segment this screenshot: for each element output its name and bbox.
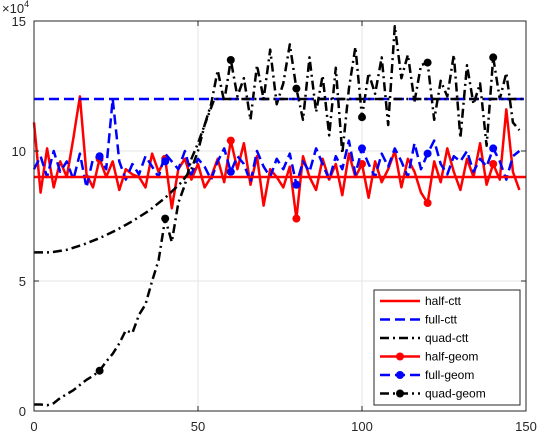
legend: half-ctt full-ctt quad-ctt half-geom full-ge… bbox=[373, 289, 521, 406]
marker-full-geom bbox=[226, 167, 235, 176]
y-tick-label: 10 bbox=[12, 144, 26, 159]
marker-quad-geom bbox=[292, 84, 301, 93]
marker-half-geom bbox=[226, 136, 235, 145]
series-line-quad-ctt bbox=[34, 97, 526, 254]
legend-label-half-ctt: half-ctt bbox=[425, 294, 462, 308]
legend-label-quad-geom: quad-geom bbox=[425, 387, 486, 401]
marker-full-geom bbox=[489, 144, 498, 153]
marker-half-geom bbox=[489, 160, 498, 168]
legend-marker-full-geom bbox=[396, 371, 404, 379]
x-tick-label: 100 bbox=[351, 419, 373, 434]
series-layer bbox=[32, 24, 526, 407]
series-line-full-geom bbox=[32, 97, 521, 189]
marker-full-geom bbox=[292, 180, 301, 189]
legend-marker-quad-geom bbox=[396, 389, 404, 398]
legend-marker-half-geom bbox=[396, 352, 404, 361]
marker-half-geom bbox=[292, 214, 301, 223]
marker-half-geom bbox=[423, 199, 432, 207]
marker-quad-geom bbox=[489, 53, 498, 62]
legend-label-full-ctt: full-ctt bbox=[425, 313, 458, 327]
marker-full-geom bbox=[95, 152, 104, 161]
x-tick-label: 150 bbox=[515, 419, 537, 434]
marker-full-geom bbox=[161, 157, 170, 166]
marker-quad-geom bbox=[423, 58, 432, 67]
legend-label-half-geom: half-geom bbox=[425, 350, 478, 364]
marker-quad-geom bbox=[161, 214, 170, 223]
y-tick-label: 0 bbox=[19, 404, 26, 419]
series-line-quad-geom bbox=[34, 24, 521, 407]
marker-quad-geom bbox=[95, 366, 104, 375]
x-tick-label: 50 bbox=[191, 419, 205, 434]
marker-quad-geom bbox=[358, 113, 366, 122]
marker-full-geom bbox=[423, 149, 432, 158]
y-tick-label: 5 bbox=[19, 274, 26, 289]
y-exponent-label: ×104 bbox=[2, 0, 29, 16]
marker-quad-geom bbox=[226, 56, 235, 64]
legend-label-full-geom: full-geom bbox=[425, 368, 474, 382]
y-tick-label: 15 bbox=[12, 14, 26, 29]
legend-label-quad-ctt: quad-ctt bbox=[425, 331, 469, 345]
marker-full-geom bbox=[358, 144, 366, 153]
legend-box bbox=[373, 289, 521, 406]
marker-half-geom bbox=[358, 160, 366, 168]
axes-box bbox=[33, 20, 527, 412]
x-tick-label: 0 bbox=[30, 419, 37, 434]
ticks: 0 50 100 150 0 5 10 15 bbox=[12, 14, 537, 434]
